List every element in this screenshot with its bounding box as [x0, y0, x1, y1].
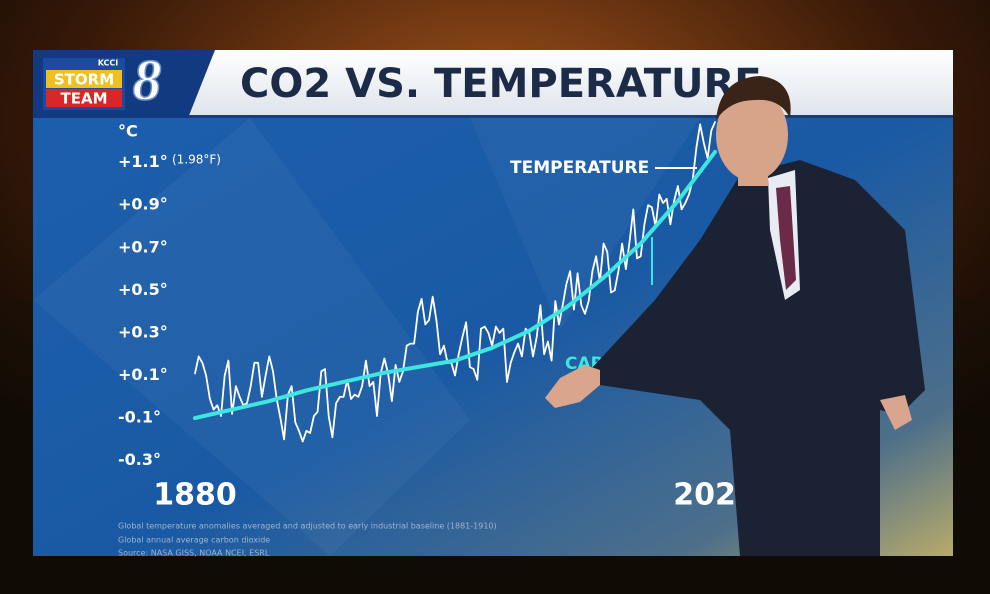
logo-line1: STORM [54, 71, 114, 89]
presenter [545, 76, 925, 556]
x-tick-label: 1880 [153, 478, 237, 513]
series-line [194, 121, 716, 443]
y-tick-label: +0.1° [118, 365, 168, 384]
y-tick-label: +1.1° [118, 152, 168, 171]
y-axis-unit: °C [118, 122, 138, 141]
footnote: Global annual average carbon dioxide [118, 536, 270, 545]
y-tick-label: +0.7° [118, 237, 168, 256]
y-tick-label: -0.1° [118, 408, 161, 427]
y-tick-label: -0.3° [118, 450, 161, 469]
header-rule [33, 115, 953, 118]
y-tick-label: +0.5° [118, 280, 168, 299]
y-tick-label: +0.9° [118, 195, 168, 214]
logo-band [46, 70, 122, 88]
annotation: (1.98°F) [172, 153, 221, 167]
logo-number: 8 [133, 47, 162, 112]
logo-line2: TEAM [60, 90, 107, 108]
series-label: TEMPERATURE [510, 158, 649, 178]
series-line [193, 149, 717, 421]
footnote: Global temperature anomalies averaged an… [118, 522, 497, 531]
panel-facet [470, 118, 700, 330]
panel-facet [33, 118, 470, 556]
y-tick-label: +0.3° [118, 322, 168, 341]
footnote: Source: NASA GISS, NOAA NCEI, ESRL [118, 549, 270, 558]
chart-title: CO2 VS. TEMPERATURE [240, 61, 762, 107]
logo-band [46, 89, 122, 107]
logo-call: KCCI [98, 59, 119, 68]
